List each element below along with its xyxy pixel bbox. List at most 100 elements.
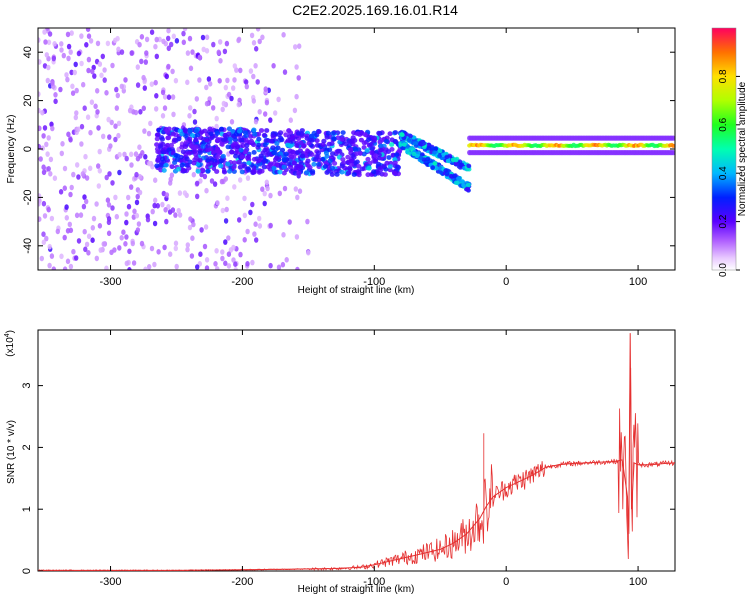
- spectrogram-cell-scatter: [262, 200, 267, 207]
- spectrogram-cell-drift: [465, 187, 471, 192]
- spectrogram-cell-band: [270, 133, 276, 138]
- spectrogram-cell-band: [193, 152, 199, 157]
- spectrogram-cell-scatter: [123, 77, 128, 83]
- spectrogram-cell-scatter: [104, 265, 109, 270]
- spectrogram-cell-scatter: [153, 79, 158, 86]
- spectrogram-cell-band: [168, 142, 174, 148]
- spectrogram-cell-band: [242, 164, 248, 169]
- spectrogram-cell-scatter: [97, 148, 102, 155]
- spectrogram-cell-band: [261, 164, 267, 170]
- spectrogram-cell-scatter: [124, 260, 129, 267]
- spectrogram-cell-scatter: [305, 218, 310, 225]
- spectrogram-cell-band: [182, 144, 188, 150]
- spectrogram-cell-drift: [419, 139, 425, 145]
- spectrogram-cell-band: [304, 170, 310, 176]
- spectrogram-cell-scatter: [70, 83, 75, 90]
- spectrogram-cell-halo: [671, 150, 675, 156]
- spectrogram-cell-scatter: [78, 212, 84, 218]
- snr-y-tick-label: 3: [21, 383, 33, 389]
- spectrogram-cell-band: [251, 150, 257, 155]
- spectrogram-cell-scatter: [129, 50, 134, 56]
- spectrogram-cell-band: [218, 163, 224, 169]
- spectrogram-cell-scatter: [49, 215, 55, 222]
- spectrogram-cell-band: [270, 145, 276, 151]
- snr-y-tick-label: 1: [21, 506, 33, 512]
- spectrogram-cell-scatter: [69, 69, 74, 76]
- spectrogram-cell-scatter: [133, 109, 139, 116]
- spectrogram-cell-scatter: [137, 189, 143, 196]
- spectrogram-cell-band: [251, 156, 258, 162]
- spectrogram-cell-band: [310, 169, 316, 174]
- spectrogram-cell-scatter: [173, 245, 178, 252]
- spectrogram-cell-drift: [408, 133, 413, 139]
- spectrogram-cell-scatter: [106, 219, 112, 226]
- spectrogram-cell-band: [339, 169, 345, 175]
- spectrogram-cell-scatter: [73, 61, 78, 68]
- spectrogram-cell-scatter: [177, 190, 183, 196]
- spectrogram-cell-band: [251, 127, 257, 133]
- spectrogram-cell-drift: [438, 170, 444, 175]
- spectrogram-cell-scatter: [38, 156, 43, 162]
- spectrogram-cell-scatter: [38, 107, 41, 114]
- spectrogram-cell-scatter: [116, 120, 122, 127]
- spectrogram-cell-scatter: [214, 123, 219, 130]
- spectrogram-cell-band: [246, 160, 252, 166]
- spectrogram-cell-scatter: [187, 224, 193, 231]
- chart-title: C2E2.2025.169.16.01.R14: [292, 2, 458, 18]
- spectrogram-cell-scatter: [124, 234, 129, 240]
- spectrogram-cell-scatter: [187, 35, 193, 42]
- spectrogram-cell-scatter: [83, 153, 88, 160]
- spectrogram-cell-band: [256, 136, 262, 142]
- spectrogram-cell-scatter: [79, 33, 84, 39]
- spectrogram-cell-scatter: [110, 62, 115, 69]
- spectrogram-cell-scatter: [231, 85, 236, 91]
- spectrogram-cell-scatter: [50, 80, 55, 86]
- spectrogram-cell-drift: [425, 156, 431, 162]
- spectrogram-cell-band: [309, 133, 315, 139]
- spectrogram-cell-band: [218, 126, 225, 132]
- spectrogram-cell-band: [304, 136, 310, 141]
- spectrogram-cell-scatter: [74, 212, 80, 219]
- spectrogram-cell-scatter: [117, 245, 122, 251]
- spectrogram-cell-scatter: [133, 151, 139, 157]
- spectrogram-cell-scatter: [95, 109, 100, 115]
- spectrogram-cell-band: [256, 158, 262, 164]
- spectrogram-cell-scatter: [255, 79, 260, 85]
- spectrogram-cell-scatter: [94, 201, 99, 207]
- spectrogram-cell-scatter: [96, 183, 102, 189]
- spectrogram-cell-scatter: [153, 177, 158, 183]
- spectrogram-cell-scatter: [98, 247, 103, 253]
- snr-x-tick-label: -300: [100, 576, 122, 588]
- spectrogram-cell-scatter: [85, 28, 91, 32]
- spectrogram-cell-scatter: [113, 136, 118, 143]
- spectrogram-cell-scatter: [229, 95, 234, 102]
- spectrogram-cell-scatter: [152, 220, 158, 227]
- spectrogram-cell-scatter: [41, 164, 46, 170]
- spectrogram-cell-band: [371, 169, 377, 175]
- spectrogram-cell-scatter: [257, 223, 263, 229]
- spectrogram-cell-scatter: [88, 165, 93, 172]
- spectrogram-cell-scatter: [292, 107, 298, 114]
- spectrogram-cell-scatter: [195, 193, 200, 200]
- spectrogram-cell-scatter: [76, 126, 81, 133]
- spectrogram-cell-band: [340, 130, 346, 136]
- spectrogram-cell-scatter: [69, 30, 74, 36]
- colorbar-tick-label: 0.4: [718, 166, 729, 180]
- spectrogram-cell-band: [227, 168, 233, 174]
- spectrogram-cell-scatter: [166, 35, 171, 42]
- spectrogram-cell-scatter: [123, 241, 128, 247]
- spectrogram-cell-band: [295, 165, 301, 171]
- spectrogram-cell-band: [376, 130, 382, 136]
- spectrogram-cell-scatter: [242, 237, 247, 243]
- spectrogram-cell-scatter: [232, 63, 237, 69]
- spectrogram-cell-band: [339, 136, 345, 142]
- spectrogram-cell-scatter: [135, 193, 140, 200]
- spectrogram-cell-scatter: [185, 242, 190, 248]
- spectrogram-cell-scatter: [220, 249, 225, 255]
- spectrogram-cell-scatter: [222, 48, 228, 55]
- spectrogram-cell-scatter: [147, 264, 152, 270]
- spectrogram-cell-scatter: [242, 212, 247, 219]
- spectrogram-cell-band: [372, 136, 378, 141]
- spectrogram-cell-band: [314, 132, 320, 138]
